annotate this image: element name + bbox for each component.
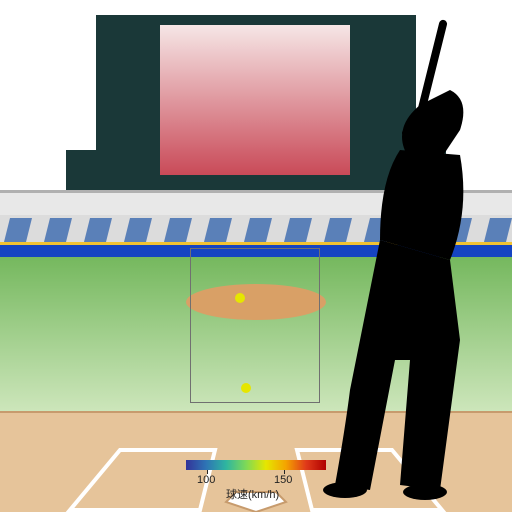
pitch-marker (241, 383, 251, 393)
pitch-marker (235, 293, 245, 303)
speed-colorbar (186, 460, 326, 470)
speed-label: 球速(km/h) (226, 486, 279, 502)
pitch-chart: 100 150 球速(km/h) (0, 0, 512, 512)
colorbar-tick-label: 100 (197, 474, 215, 486)
strike-zone (190, 248, 320, 403)
colorbar-tick-label: 150 (274, 474, 292, 486)
